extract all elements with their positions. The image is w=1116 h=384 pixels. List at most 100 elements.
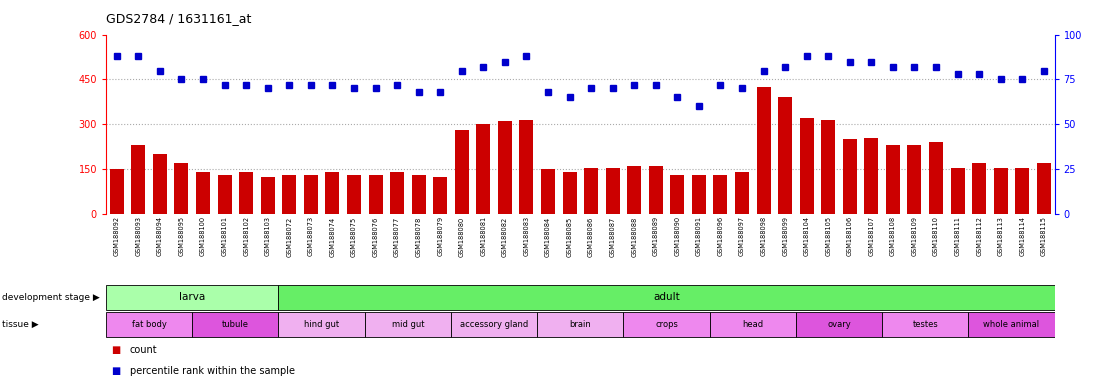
Bar [477,124,490,214]
Text: testes: testes [913,320,939,329]
Bar [106,313,192,337]
Text: development stage ▶: development stage ▶ [2,293,100,302]
Text: mid gut: mid gut [392,320,424,329]
Bar [109,169,124,214]
Text: GSM188082: GSM188082 [502,216,508,257]
Bar [710,313,796,337]
Text: GSM188077: GSM188077 [394,216,400,257]
Text: GSM188114: GSM188114 [1019,216,1026,257]
Text: GSM188093: GSM188093 [135,216,142,257]
Text: GSM188078: GSM188078 [415,216,422,257]
Text: GSM188115: GSM188115 [1041,216,1047,257]
Bar [174,163,189,214]
Text: GSM188099: GSM188099 [782,216,788,257]
Bar [584,168,598,214]
Text: GSM188101: GSM188101 [222,216,228,257]
Bar [412,175,425,214]
Text: tissue ▶: tissue ▶ [2,320,39,329]
Bar [1016,168,1029,214]
Text: whole animal: whole animal [983,320,1040,329]
Text: GSM188095: GSM188095 [179,216,184,257]
Bar [153,154,167,214]
Bar [282,175,296,214]
Bar [624,313,710,337]
Text: larva: larva [180,292,205,302]
Text: GSM188110: GSM188110 [933,216,939,257]
Bar [454,131,469,214]
Bar [451,313,537,337]
Text: GSM188073: GSM188073 [308,216,314,257]
Bar [196,172,210,214]
Bar [713,175,728,214]
Text: GSM188091: GSM188091 [696,216,702,257]
Bar [972,163,987,214]
Bar [843,139,857,214]
Text: GSM188080: GSM188080 [459,216,464,257]
Bar [106,285,279,310]
Text: GDS2784 / 1631161_at: GDS2784 / 1631161_at [106,12,251,25]
Bar [800,118,814,214]
Bar [519,120,533,214]
Bar [757,87,770,214]
Text: accessory gland: accessory gland [460,320,528,329]
Bar [735,172,749,214]
Text: ■: ■ [110,366,121,376]
Text: GSM188085: GSM188085 [567,216,573,257]
Bar [692,175,706,214]
Text: GSM188076: GSM188076 [373,216,378,257]
Text: GSM188074: GSM188074 [329,216,336,257]
Bar [239,172,253,214]
Bar [882,313,969,337]
Bar [326,172,339,214]
Text: GSM188096: GSM188096 [718,216,723,257]
Text: GSM188075: GSM188075 [350,216,357,257]
Text: GSM188109: GSM188109 [912,216,917,257]
Text: fat body: fat body [132,320,166,329]
Text: GSM188083: GSM188083 [523,216,529,257]
Text: GSM188084: GSM188084 [545,216,551,257]
Bar [606,168,619,214]
Text: GSM188087: GSM188087 [609,216,616,257]
Bar [218,175,232,214]
Bar [279,285,1055,310]
Bar [1037,163,1051,214]
Bar [365,313,451,337]
Bar [865,138,878,214]
Bar [304,175,318,214]
Bar [778,98,792,214]
Text: adult: adult [653,292,680,302]
Text: GSM188108: GSM188108 [889,216,896,257]
Bar [368,175,383,214]
Bar [347,175,360,214]
Text: GSM188107: GSM188107 [868,216,874,257]
Text: hind gut: hind gut [304,320,339,329]
Bar [821,120,835,214]
Text: brain: brain [569,320,591,329]
Bar [562,172,577,214]
Text: GSM188072: GSM188072 [287,216,292,257]
Text: ovary: ovary [827,320,850,329]
Text: GSM188092: GSM188092 [114,216,119,257]
Bar [192,313,279,337]
Text: tubule: tubule [222,320,249,329]
Text: GSM188106: GSM188106 [847,216,853,257]
Bar [537,313,624,337]
Text: crops: crops [655,320,679,329]
Bar [433,177,448,214]
Bar [261,177,275,214]
Bar [671,175,684,214]
Bar [648,166,663,214]
Text: GSM188094: GSM188094 [157,216,163,257]
Bar [391,172,404,214]
Bar [929,142,943,214]
Bar [627,166,642,214]
Text: GSM188089: GSM188089 [653,216,658,257]
Text: GSM188105: GSM188105 [825,216,831,257]
Bar [541,169,555,214]
Bar [132,146,145,214]
Bar [907,146,922,214]
Text: GSM188100: GSM188100 [200,216,206,257]
Text: head: head [742,320,763,329]
Bar [886,146,899,214]
Text: GSM188111: GSM188111 [954,216,961,256]
